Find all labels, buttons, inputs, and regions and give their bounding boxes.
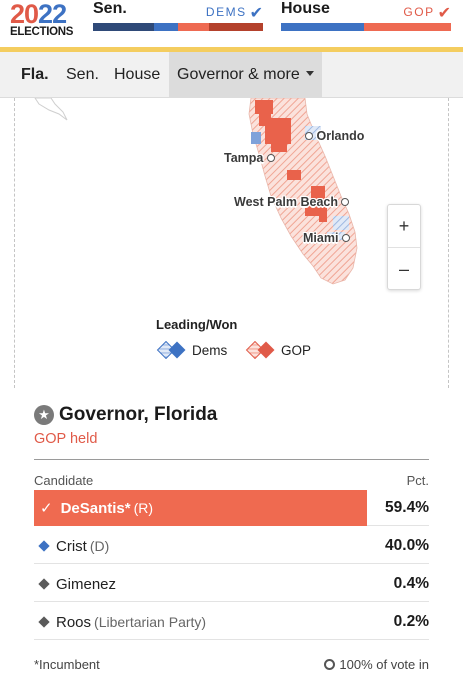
- column-header-candidate: Candidate: [34, 473, 94, 488]
- balance-bar-segment: [364, 23, 451, 31]
- candidate-name-cell: Roos (Libertarian Party): [34, 604, 206, 640]
- reporting-ring-icon: [324, 659, 336, 670]
- city-miami: Miami: [303, 231, 350, 245]
- city-west-palm-beach: West Palm Beach: [234, 195, 350, 209]
- candidate-name-cell: Crist (D): [34, 528, 109, 564]
- house-leader: GOP ✔: [403, 5, 451, 22]
- results-map-panel: Orlando Tampa West Palm Beach Miami + – …: [14, 98, 449, 388]
- other-diamond-icon: [38, 616, 50, 628]
- senate-summary[interactable]: Sen. DEMS ✔: [93, 0, 263, 34]
- county-dem[interactable]: [251, 132, 261, 144]
- header-accent-rule: [0, 47, 463, 52]
- city-dot-icon: [305, 132, 313, 140]
- candidate-pct: 40.0%: [385, 537, 429, 554]
- city-orlando: Orlando: [305, 129, 364, 143]
- senate-leader: DEMS ✔: [205, 5, 263, 22]
- candidate-row[interactable]: Crist (D) 40.0%: [34, 528, 429, 564]
- star-icon: ★: [34, 405, 54, 425]
- gop-swatch-icon: [245, 340, 275, 360]
- tab-governor-and-more[interactable]: Governor & more: [169, 52, 322, 98]
- tab-state[interactable]: Fla.: [21, 66, 49, 83]
- candidate-row[interactable]: Gimenez 0.4%: [34, 566, 429, 602]
- race-tabs: Fla. Sen. House Governor & more: [0, 52, 463, 98]
- results-divider: [34, 459, 429, 460]
- city-dot-icon: [341, 198, 350, 206]
- other-diamond-icon: [38, 578, 50, 590]
- city-dot-icon: [341, 234, 350, 242]
- top-bar: 2022 ELECTIONS Sen. DEMS ✔ House GOP ✔: [0, 0, 463, 50]
- county-gop[interactable]: [287, 170, 301, 180]
- county-gop[interactable]: [255, 100, 273, 114]
- city-dot-icon: [266, 154, 275, 162]
- caret-down-icon: [305, 71, 314, 76]
- florida-county-map[interactable]: [15, 98, 450, 388]
- checkmark-icon: ✔: [249, 5, 263, 22]
- candidate-pct: 59.4%: [385, 499, 429, 516]
- legend-item-gop: GOP: [245, 340, 311, 360]
- race-title[interactable]: ★ Governor, Florida: [34, 404, 217, 426]
- tab-house[interactable]: House: [114, 66, 161, 83]
- county-dem[interactable]: [333, 216, 349, 230]
- checkmark-icon: ✔: [437, 5, 451, 22]
- candidate-pct: 0.4%: [393, 575, 429, 592]
- city-tampa: Tampa: [224, 151, 275, 165]
- county-dem[interactable]: [327, 232, 345, 240]
- dem-diamond-icon: [38, 540, 50, 552]
- logo-wordmark: ELECTIONS: [10, 26, 74, 38]
- balance-bar-segment: [208, 23, 263, 31]
- county-gop[interactable]: [265, 118, 291, 144]
- zoom-in-button[interactable]: +: [388, 205, 420, 248]
- house-summary-label: House: [281, 0, 330, 17]
- balance-bar-segment: [154, 23, 178, 31]
- logo-year: 2022: [10, 0, 67, 29]
- legend-item-dems: Dems: [156, 340, 227, 360]
- coastline-fragment: [34, 98, 68, 121]
- candidate-name-cell: ✓ DeSantis* (R): [34, 490, 367, 526]
- balance-bar-segment: [281, 23, 365, 31]
- house-summary[interactable]: House GOP ✔: [281, 0, 451, 34]
- candidate-name-cell: Gimenez: [34, 566, 119, 602]
- balance-bar-segment: [93, 23, 155, 31]
- tab-governor-label: Governor & more: [177, 66, 300, 83]
- zoom-out-button[interactable]: –: [398, 259, 409, 279]
- candidate-row[interactable]: Roos (Libertarian Party) 0.2%: [34, 604, 429, 640]
- balance-bar-segment: [178, 23, 209, 31]
- house-balance-bar: [281, 23, 451, 31]
- dem-swatch-icon: [156, 340, 186, 360]
- county-gop[interactable]: [319, 216, 327, 222]
- legend-title: Leading/Won: [156, 317, 238, 332]
- elections-logo[interactable]: 2022 ELECTIONS: [10, 0, 80, 38]
- tab-senate[interactable]: Sen.: [66, 66, 99, 83]
- map-zoom-control: + –: [387, 204, 421, 290]
- county-gop[interactable]: [311, 186, 325, 204]
- senate-balance-bar: [93, 23, 263, 31]
- county-gop[interactable]: [305, 204, 327, 216]
- senate-summary-label: Sen.: [93, 0, 127, 17]
- incumbent-footnote: *Incumbent: [34, 657, 100, 672]
- county-gop[interactable]: [271, 144, 287, 152]
- reporting-status: 100% of vote in: [324, 657, 429, 672]
- candidate-row[interactable]: ✓ DeSantis* (R) 59.4%: [34, 490, 429, 526]
- column-header-pct: Pct.: [406, 473, 429, 488]
- race-status: GOP held: [34, 431, 98, 447]
- candidate-pct: 0.2%: [393, 613, 429, 630]
- check-icon: ✓: [40, 500, 53, 517]
